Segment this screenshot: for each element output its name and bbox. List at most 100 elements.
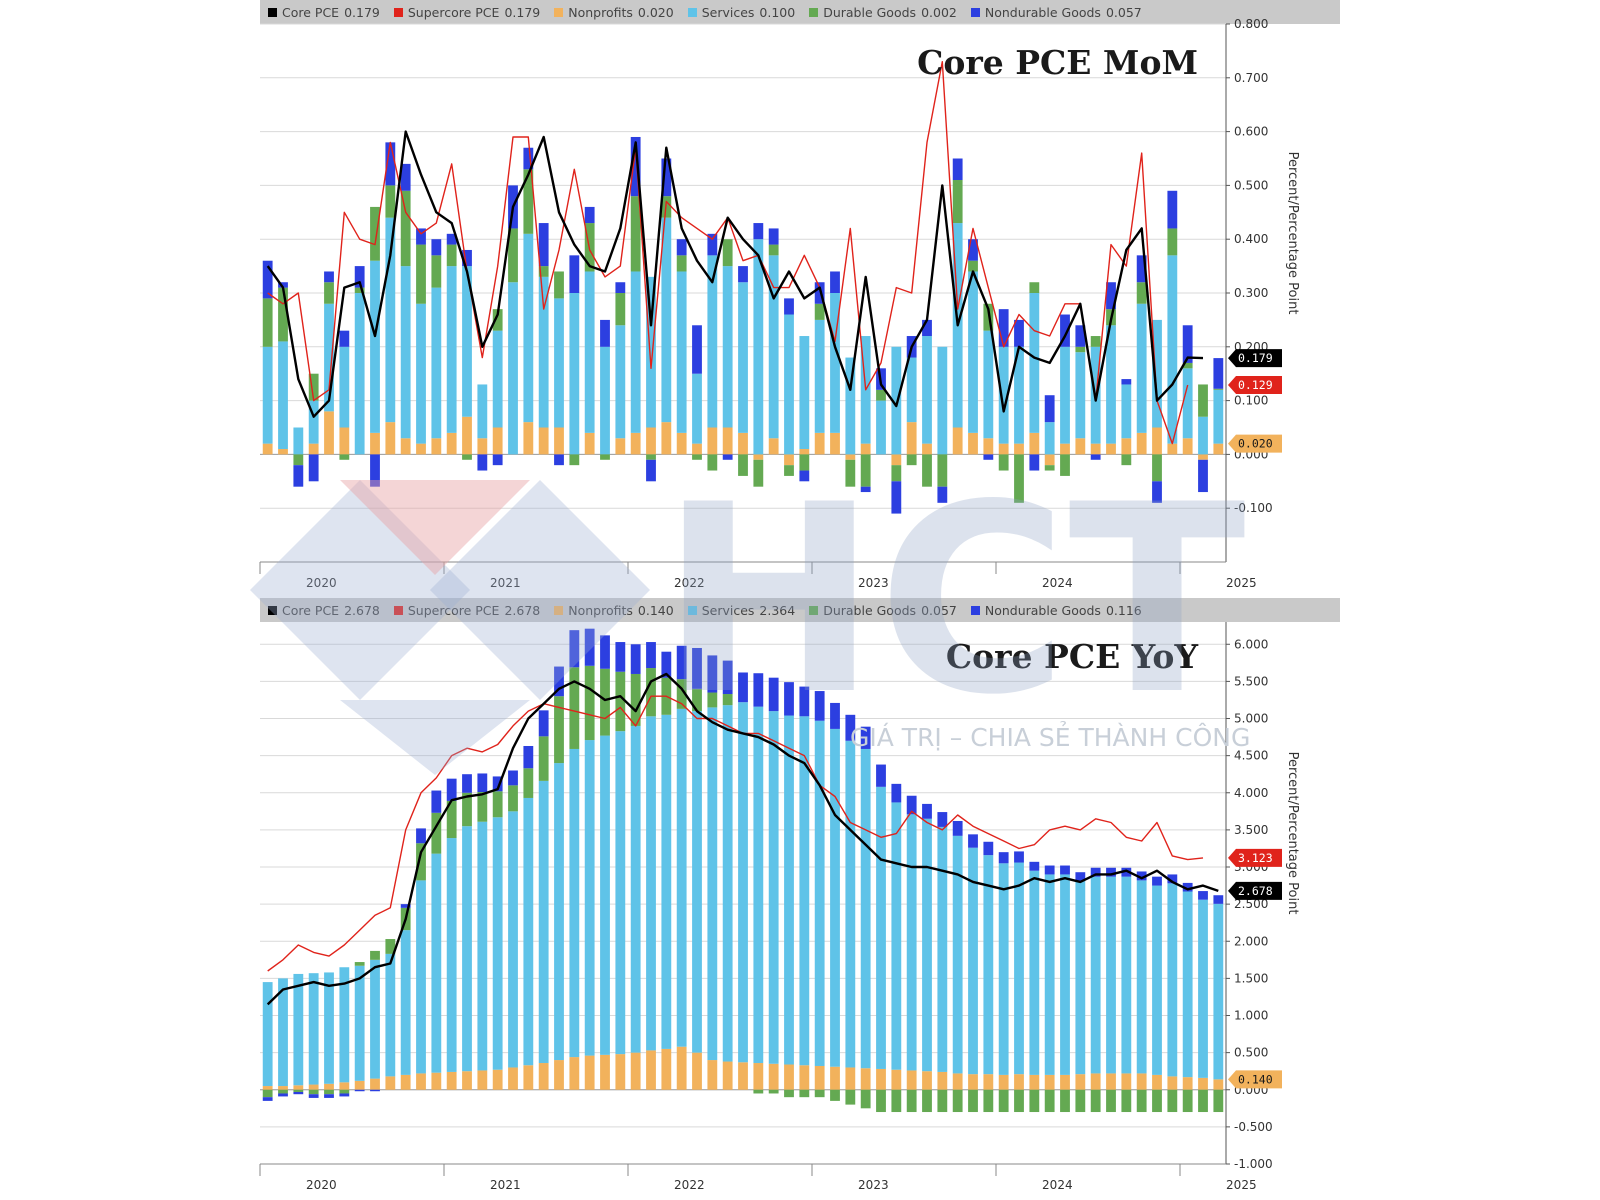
bar-nonprofits bbox=[584, 1055, 595, 1090]
legend-value-supercore: 2.678 bbox=[504, 602, 541, 618]
bar-nondurable bbox=[830, 702, 840, 729]
bar-services bbox=[1060, 346, 1070, 444]
bar-nondurable bbox=[416, 828, 426, 844]
bar-nonprofits bbox=[1060, 1074, 1070, 1090]
bar-nondurable bbox=[1029, 454, 1040, 471]
bar-durable bbox=[860, 1089, 871, 1109]
bar-durable bbox=[1121, 1089, 1132, 1113]
bar-nonprofits bbox=[354, 1080, 365, 1090]
bar-durable bbox=[998, 454, 1009, 471]
supercore-line bbox=[267, 695, 1204, 972]
legend-swatch-core bbox=[268, 7, 277, 17]
bar-durable bbox=[400, 190, 411, 267]
bar-durable bbox=[523, 169, 534, 234]
bar-nondurable bbox=[998, 852, 1009, 864]
bar-services bbox=[262, 346, 273, 444]
bar-nondurable bbox=[477, 454, 488, 471]
bar-services bbox=[768, 255, 779, 439]
bar-nonprofits bbox=[860, 443, 871, 455]
bar-nonprofits bbox=[293, 1085, 304, 1090]
bar-nonprofits bbox=[446, 432, 457, 455]
bar-durable bbox=[692, 454, 702, 460]
bar-durable bbox=[876, 1089, 886, 1113]
bar-nondurable bbox=[646, 459, 656, 482]
bar-nondurable bbox=[1060, 865, 1070, 875]
bar-nondurable bbox=[784, 298, 794, 315]
value-tag-box bbox=[1228, 349, 1282, 368]
bar-nonprofits bbox=[830, 432, 840, 455]
bar-durable bbox=[462, 454, 472, 460]
bar-durable bbox=[692, 688, 702, 712]
bar-services bbox=[707, 255, 718, 428]
bar-nonprofits bbox=[1090, 443, 1101, 455]
bar-nondurable bbox=[538, 223, 549, 267]
bar-nondurable bbox=[293, 1091, 304, 1095]
bar-nondurable bbox=[278, 1093, 288, 1097]
bar-services bbox=[922, 818, 932, 1072]
bar-durable bbox=[676, 255, 687, 272]
bar-durable bbox=[508, 785, 518, 812]
bar-nondurable bbox=[722, 454, 733, 460]
bar-nonprofits bbox=[1014, 443, 1024, 455]
value-tag-box bbox=[1228, 1070, 1282, 1089]
bar-nonprofits bbox=[845, 1067, 856, 1090]
bar-nondurable bbox=[1182, 325, 1193, 363]
bar-durable bbox=[354, 287, 365, 293]
bar-nonprofits bbox=[922, 443, 932, 455]
bar-nondurable bbox=[1152, 876, 1162, 886]
legend-label-nondurable: Nondurable Goods bbox=[984, 4, 1101, 20]
bar-services bbox=[968, 847, 978, 1075]
bar-nondurable bbox=[845, 714, 856, 741]
bar-nonprofits bbox=[952, 427, 963, 455]
bar-nondurable bbox=[492, 454, 503, 466]
bar-nonprofits bbox=[523, 422, 534, 455]
value-tag-box bbox=[1228, 848, 1282, 867]
y-tick-label: 2.500 bbox=[1234, 897, 1268, 911]
bar-services bbox=[1136, 303, 1147, 433]
bar-nondurable bbox=[707, 233, 718, 256]
bar-nondurable bbox=[508, 770, 518, 786]
y-tick-label: 0.400 bbox=[1234, 232, 1268, 246]
bar-nondurable bbox=[676, 645, 687, 680]
bar-services bbox=[339, 346, 350, 428]
bar-durable bbox=[952, 1089, 963, 1113]
bar-nonprofits bbox=[554, 427, 564, 455]
legend-label-durable: Durable Goods bbox=[823, 4, 917, 20]
legend-label-durable: Durable Goods bbox=[823, 602, 917, 618]
bar-services bbox=[1167, 883, 1178, 1077]
y-tick-label: 0.700 bbox=[1234, 71, 1268, 85]
value-tag-text: 3.123 bbox=[1238, 851, 1273, 865]
bar-nondurable bbox=[998, 309, 1009, 347]
x-tick-label: 2023 bbox=[858, 576, 889, 590]
bar-nondurable bbox=[906, 795, 917, 815]
bar-nonprofits bbox=[753, 1063, 764, 1090]
y-tick-label: 0.300 bbox=[1234, 286, 1268, 300]
bar-durable bbox=[492, 309, 503, 331]
bar-services bbox=[983, 330, 994, 439]
x-tick-label: 2021 bbox=[490, 1178, 521, 1192]
bar-services bbox=[1044, 874, 1055, 1075]
bar-services bbox=[1213, 903, 1224, 1080]
bar-nonprofits bbox=[1044, 1074, 1055, 1090]
bar-nonprofits bbox=[1167, 1076, 1178, 1090]
bar-durable bbox=[1090, 1089, 1101, 1113]
bar-nonprofits bbox=[416, 443, 426, 455]
bar-nonprofits bbox=[906, 1070, 917, 1090]
bar-services bbox=[584, 740, 595, 1056]
bar-nondurable bbox=[600, 635, 610, 669]
bar-services bbox=[906, 357, 917, 423]
bar-nonprofits bbox=[1029, 1074, 1040, 1090]
bar-nonprofits bbox=[262, 443, 273, 455]
legend-swatch-nondurable bbox=[970, 605, 980, 615]
bar-services bbox=[1121, 876, 1132, 1074]
bar-services bbox=[738, 282, 748, 433]
y-tick-label: 1.500 bbox=[1234, 971, 1268, 985]
bar-nondurable bbox=[1152, 481, 1162, 503]
bar-nonprofits bbox=[646, 1050, 656, 1090]
bar-nondurable bbox=[1014, 851, 1024, 863]
chart-title: Core PCE MoM bbox=[917, 43, 1198, 82]
y-tick-label: 5.500 bbox=[1234, 674, 1268, 688]
bar-nonprofits bbox=[1075, 438, 1086, 455]
bar-nondurable bbox=[738, 266, 748, 283]
bar-services bbox=[814, 319, 825, 433]
